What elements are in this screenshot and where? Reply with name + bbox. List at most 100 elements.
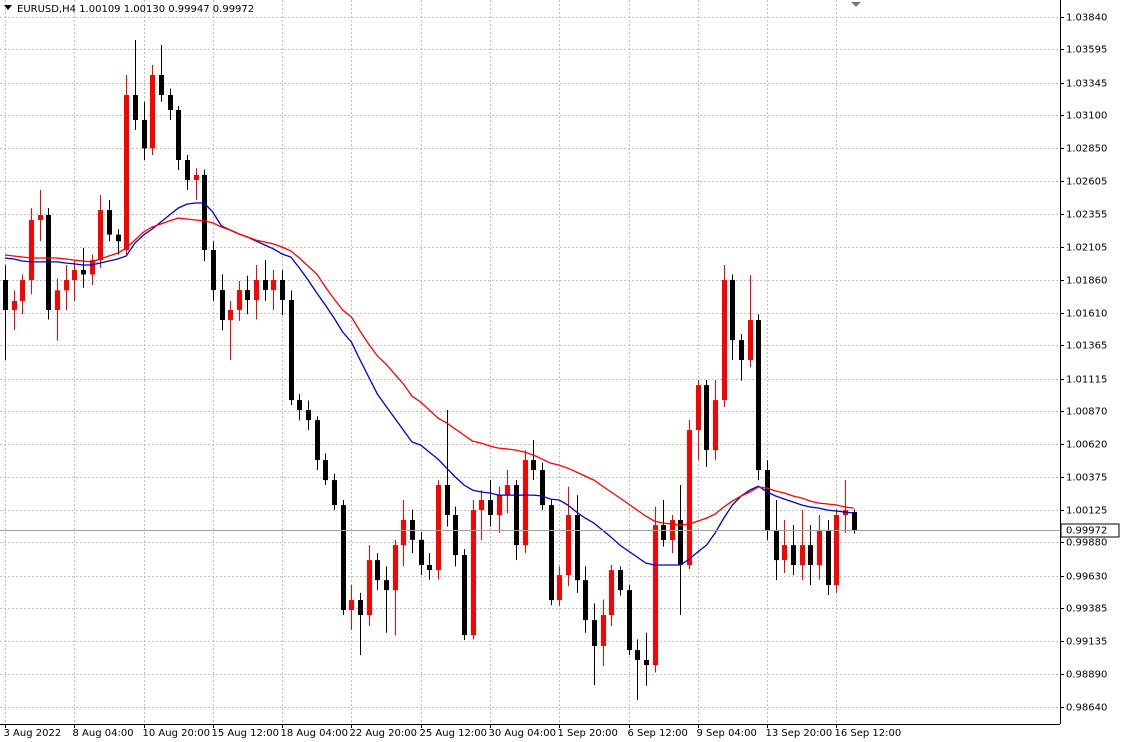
candle-body bbox=[782, 545, 787, 561]
candle-body bbox=[410, 520, 415, 540]
candle-body bbox=[64, 279, 69, 291]
y-tick-label: 1.02605 bbox=[1066, 177, 1107, 188]
candle-body bbox=[133, 95, 138, 120]
candle-body bbox=[142, 119, 147, 149]
candle-body bbox=[583, 580, 588, 621]
y-tick-label: 0.99880 bbox=[1066, 538, 1107, 549]
candle-body bbox=[713, 400, 718, 451]
candle-body bbox=[323, 460, 328, 481]
candle-body bbox=[774, 530, 779, 561]
candle-body bbox=[194, 174, 199, 181]
candle-body bbox=[271, 279, 276, 291]
chart-title: EURUSD,H4 1.00109 1.00130 0.99947 0.9997… bbox=[17, 4, 254, 15]
y-tick-label: 0.98640 bbox=[1066, 703, 1107, 714]
candle-body bbox=[635, 650, 640, 661]
menu-arrow[interactable] bbox=[4, 5, 12, 10]
candle-body bbox=[12, 300, 17, 310]
last-price-box bbox=[1060, 523, 1120, 538]
candle-body bbox=[471, 510, 476, 636]
candle-body bbox=[765, 470, 770, 531]
candle-body bbox=[678, 520, 683, 566]
y-tick-label: 0.98890 bbox=[1066, 670, 1107, 681]
candle-body bbox=[427, 565, 432, 571]
y-tick-label: 0.99135 bbox=[1066, 637, 1107, 648]
candle-body bbox=[289, 300, 294, 401]
x-tick-label: 3 Aug 2022 bbox=[4, 728, 62, 739]
candle-body bbox=[237, 290, 242, 310]
candle-body bbox=[228, 309, 233, 321]
candle-body bbox=[375, 560, 380, 581]
candle-body bbox=[90, 260, 95, 275]
candle-body bbox=[523, 460, 528, 546]
y-tick-label: 0.99385 bbox=[1066, 604, 1107, 615]
x-tick-label: 10 Aug 20:00 bbox=[143, 728, 210, 739]
candle-body bbox=[592, 620, 597, 646]
candle-body bbox=[566, 515, 571, 576]
candle-body bbox=[756, 320, 761, 471]
ma-line bbox=[4, 217, 854, 526]
candle-body bbox=[98, 210, 103, 261]
y-tick-label: 1.01610 bbox=[1066, 309, 1107, 320]
x-tick-label: 9 Sep 04:00 bbox=[697, 728, 757, 739]
candle-body bbox=[730, 279, 735, 341]
candle-body bbox=[280, 279, 285, 301]
candle-body bbox=[168, 95, 173, 111]
y-tick-label: 1.00620 bbox=[1066, 440, 1107, 451]
x-tick-label: 6 Sep 12:00 bbox=[628, 728, 688, 739]
candle-body bbox=[393, 545, 398, 591]
candle-body bbox=[55, 290, 60, 310]
candle-body bbox=[185, 160, 190, 181]
candle-body bbox=[505, 485, 510, 496]
x-tick-label: 8 Aug 04:00 bbox=[73, 728, 134, 739]
candle-body bbox=[514, 485, 519, 546]
candle-body bbox=[704, 385, 709, 451]
candle-body bbox=[436, 485, 441, 571]
candle-body bbox=[808, 545, 813, 566]
candle-body bbox=[116, 234, 121, 242]
candle-body bbox=[800, 545, 805, 566]
y-tick-label: 1.01860 bbox=[1066, 276, 1107, 287]
y-tick-label: 1.00375 bbox=[1066, 473, 1107, 484]
candle-body bbox=[332, 480, 337, 506]
candle-body bbox=[791, 545, 796, 566]
candle-body bbox=[549, 505, 554, 601]
candle-body bbox=[20, 279, 25, 301]
candle-body bbox=[618, 570, 623, 591]
candle-body bbox=[826, 530, 831, 586]
candle-body bbox=[358, 600, 363, 616]
candle-body bbox=[38, 214, 43, 221]
x-tick-label: 16 Sep 12:00 bbox=[835, 728, 902, 739]
x-tick-label: 22 Aug 20:00 bbox=[350, 728, 417, 739]
candle-body bbox=[627, 590, 632, 651]
candle-body bbox=[107, 210, 112, 235]
candle-body bbox=[609, 570, 614, 616]
y-tick-label: 1.03595 bbox=[1066, 45, 1107, 56]
candle-body bbox=[211, 250, 216, 291]
candle-body bbox=[29, 220, 34, 280]
candle-body bbox=[817, 530, 822, 566]
candle-body bbox=[488, 500, 493, 516]
candle-body bbox=[661, 525, 666, 541]
shift-marker[interactable] bbox=[851, 2, 861, 7]
y-tick-label: 1.00870 bbox=[1066, 407, 1107, 418]
candle-body bbox=[254, 279, 259, 301]
x-tick-label: 25 Aug 12:00 bbox=[420, 728, 487, 739]
y-tick-label: 1.02850 bbox=[1066, 144, 1107, 155]
candle-body bbox=[479, 500, 484, 511]
last-price-label: 0.99972 bbox=[1066, 526, 1107, 537]
plot bbox=[0, 39, 1060, 701]
grid bbox=[0, 0, 1060, 724]
candle-body bbox=[497, 495, 502, 516]
y-tick-label: 1.03345 bbox=[1066, 79, 1107, 90]
candle-body bbox=[150, 74, 155, 149]
candle-body bbox=[384, 580, 389, 591]
candle-body bbox=[540, 470, 545, 506]
candle-body bbox=[220, 290, 225, 321]
x-tick-label: 30 Aug 04:00 bbox=[489, 728, 556, 739]
candle-body bbox=[306, 410, 311, 421]
x-tick-label: 18 Aug 04:00 bbox=[281, 728, 348, 739]
y-tick-label: 1.02355 bbox=[1066, 210, 1107, 221]
candle-body bbox=[245, 290, 250, 301]
